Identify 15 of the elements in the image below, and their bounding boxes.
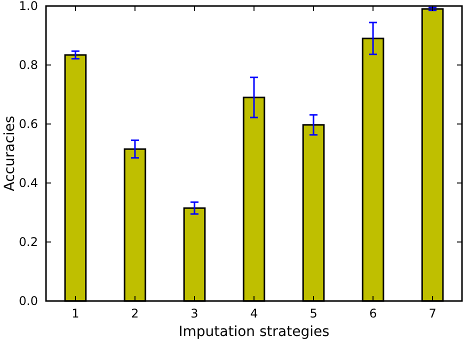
y-tick-label: 0.0 bbox=[18, 294, 38, 308]
x-tick-label: 4 bbox=[250, 306, 258, 321]
x-tick-label: 2 bbox=[131, 306, 139, 321]
y-tick-label: 0.4 bbox=[18, 176, 38, 190]
x-axis-title: Imputation strategies bbox=[178, 324, 330, 340]
y-tick-label: 0.6 bbox=[18, 116, 38, 131]
x-tick-label: 6 bbox=[369, 306, 377, 321]
y-tick-label: 0.2 bbox=[18, 234, 38, 249]
x-tick-label: 7 bbox=[428, 306, 436, 321]
x-tick-label: 1 bbox=[72, 306, 80, 321]
y-tick-label: 0.8 bbox=[18, 58, 38, 72]
y-axis-title: Accuracies bbox=[2, 116, 18, 192]
y-tick-label: 1.0 bbox=[18, 0, 38, 13]
x-tick-label: 3 bbox=[190, 306, 198, 321]
x-tick-label: 5 bbox=[310, 306, 318, 321]
